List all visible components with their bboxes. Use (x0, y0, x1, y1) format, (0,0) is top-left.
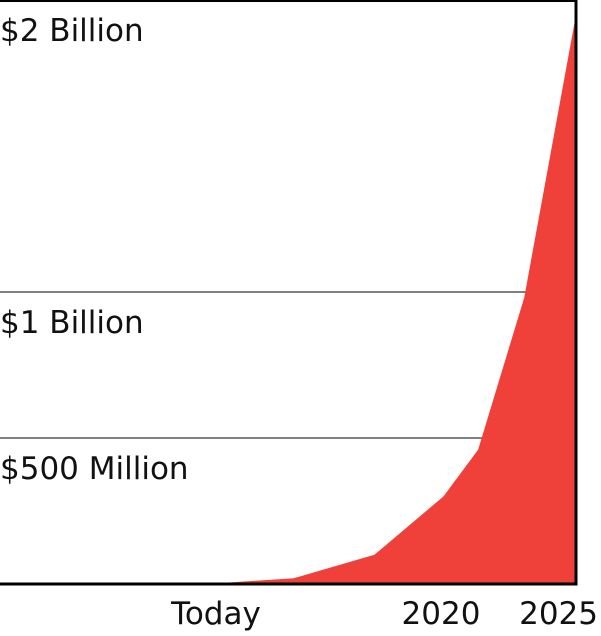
x-tick-label-0: Today (170, 596, 261, 632)
y-tick-labels: $500 Million $1 Billion $2 Billion (0, 13, 189, 487)
x-tick-label-2: 2025 (519, 596, 598, 632)
x-tick-label-1: 2020 (402, 596, 481, 632)
x-tick-labels: Today 2020 2025 (170, 596, 598, 632)
y-tick-label-1: $1 Billion (0, 305, 144, 341)
axes (0, 0, 578, 586)
y-tick-label-2: $2 Billion (0, 13, 144, 49)
y-tick-label-0: $500 Million (0, 451, 189, 487)
gridlines (0, 291, 576, 439)
growth-area (207, 14, 577, 585)
